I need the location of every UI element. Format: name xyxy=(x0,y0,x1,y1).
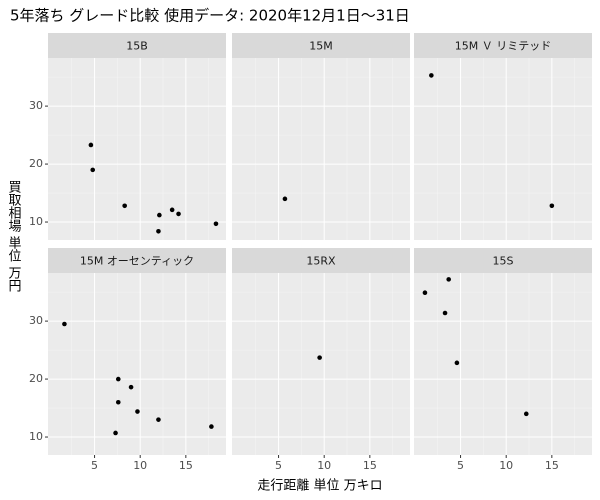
point xyxy=(115,399,121,405)
panel-background xyxy=(48,58,226,240)
point xyxy=(209,424,214,429)
point xyxy=(115,376,121,382)
strip-label: 15S xyxy=(493,255,514,268)
y-tick-label: 20 xyxy=(29,157,43,170)
panel-background xyxy=(414,273,592,455)
point xyxy=(62,321,67,327)
strip-background xyxy=(48,248,226,273)
point xyxy=(90,167,96,173)
chart-title: 5年落ち グレード比較 使用データ: 2020年12月1日～31日 xyxy=(10,7,410,25)
y-tick-label: 20 xyxy=(29,372,43,385)
point xyxy=(317,355,322,360)
x-tick-label: 10 xyxy=(317,459,331,472)
point xyxy=(213,221,219,227)
y-axis-title: 買取相場 単位 万円 xyxy=(6,180,22,293)
point xyxy=(135,409,140,414)
point xyxy=(523,411,529,417)
point xyxy=(549,203,555,209)
point xyxy=(282,196,288,202)
point xyxy=(88,142,94,148)
x-tick-label: 10 xyxy=(133,459,147,472)
point xyxy=(156,229,161,234)
x-tick-label: 15 xyxy=(545,459,559,472)
point xyxy=(169,207,175,213)
strip-background xyxy=(414,33,592,58)
x-tick-label: 15 xyxy=(363,459,377,472)
strip-label: 15M オーセンティック xyxy=(80,255,194,268)
point xyxy=(176,211,181,217)
x-tick-label: 5 xyxy=(457,459,464,472)
x-tick-label: 15 xyxy=(179,459,193,472)
panel-background xyxy=(48,273,226,455)
x-tick-label: 5 xyxy=(275,459,282,472)
strip-label: 15M xyxy=(309,40,333,53)
point xyxy=(128,384,134,390)
panel-background xyxy=(414,58,592,240)
strip-background xyxy=(232,33,410,58)
y-tick-label: 30 xyxy=(29,314,43,327)
point xyxy=(113,430,118,436)
strip-background xyxy=(232,248,410,273)
point xyxy=(429,73,434,78)
strip-label: 15RX xyxy=(306,255,336,268)
strip-background xyxy=(48,33,226,58)
y-tick-label: 10 xyxy=(29,430,43,443)
strip-label: 15B xyxy=(126,40,148,53)
point xyxy=(122,203,127,209)
point xyxy=(157,212,162,218)
x-tick-label: 5 xyxy=(91,459,98,472)
point xyxy=(422,290,428,296)
strip-label: 15M Ｖ リミテッド xyxy=(455,40,551,53)
point xyxy=(446,277,451,282)
panel-background xyxy=(232,273,410,455)
strip-background xyxy=(414,248,592,273)
x-axis-title: 走行距離 単位 万キロ xyxy=(257,478,382,494)
point xyxy=(442,310,448,316)
point xyxy=(454,360,460,366)
point xyxy=(156,417,161,422)
x-tick-label: 10 xyxy=(499,459,513,472)
panel-background xyxy=(232,58,410,240)
y-tick-label: 10 xyxy=(29,215,43,228)
y-tick-label: 30 xyxy=(29,99,43,112)
